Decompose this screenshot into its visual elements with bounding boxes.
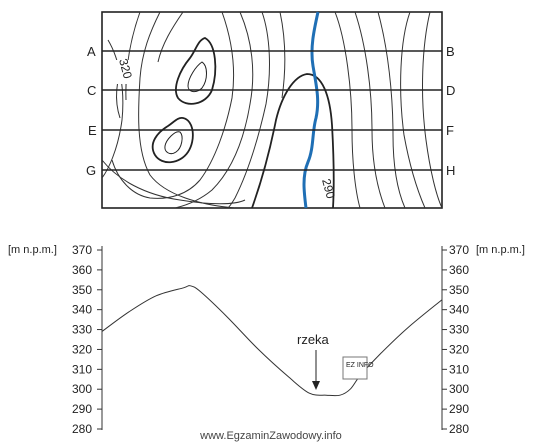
contour-line [164,131,183,155]
right-tick-label: 330 [449,323,469,337]
right-tick-label: 360 [449,263,469,277]
line-label-d: D [446,83,455,98]
contour-line [125,12,141,101]
line-label-c: C [87,83,96,98]
right-axis-unit-label: [m n.p.m.] [476,244,525,256]
contour-line [151,116,194,164]
stamp-logo: EZ INFO [342,356,374,380]
contour-line [111,12,234,199]
contour-label-320: 320 [116,57,135,80]
river-arrow-head [312,381,320,390]
left-tick-label: 330 [72,323,92,337]
left-axis-unit-label: [m n.p.m.] [8,244,57,256]
terrain-profile-curve [101,285,443,397]
left-tick-label: 320 [72,342,92,356]
right-tick-label: 300 [449,382,469,396]
line-label-h: H [446,163,455,178]
right-tick-label: 340 [449,303,469,317]
contour-line [174,12,254,208]
right-tick-label: 280 [449,422,469,436]
left-tick-label: 290 [72,402,92,416]
topographic-map: A B C D E F G H 320 290 [86,11,455,209]
stamp-text: EZ INFO [346,362,374,369]
contour-line [102,39,124,179]
axis-ticks: 370 370 360 360 350 350 340 340 330 330 320 320 310 3… [72,243,469,436]
line-label-a: A [87,44,96,59]
line-label-e: E [88,123,97,138]
right-tick-label: 370 [449,243,469,257]
line-label-f: F [446,123,454,138]
contour-line [157,12,184,63]
left-tick-label: 340 [72,303,92,317]
right-tick-label: 310 [449,362,469,376]
line-label-g: G [86,163,96,178]
left-tick-label: 310 [72,362,92,376]
site-footer: www.EgzaminZawodowy.info [200,430,342,442]
left-tick-label: 300 [72,382,92,396]
left-tick-label: 350 [72,283,92,297]
contour-line [187,61,207,93]
right-tick-label: 320 [449,342,469,356]
contour-label-290: 290 [319,177,338,200]
line-label-b: B [446,44,455,59]
river-annotation: rzeka [297,332,330,347]
right-tick-label: 350 [449,283,469,297]
contour-line [422,12,442,208]
elevation-profile: [m n.p.m.] [m n.p.m.] 370 370 360 360 350 350… [8,243,525,436]
left-tick-label: 280 [72,422,92,436]
left-tick-label: 370 [72,243,92,257]
left-tick-label: 360 [72,263,92,277]
contour-line [138,12,236,208]
right-tick-label: 290 [449,402,469,416]
profile-lines [102,50,442,171]
valley-contour-290 [251,73,335,209]
